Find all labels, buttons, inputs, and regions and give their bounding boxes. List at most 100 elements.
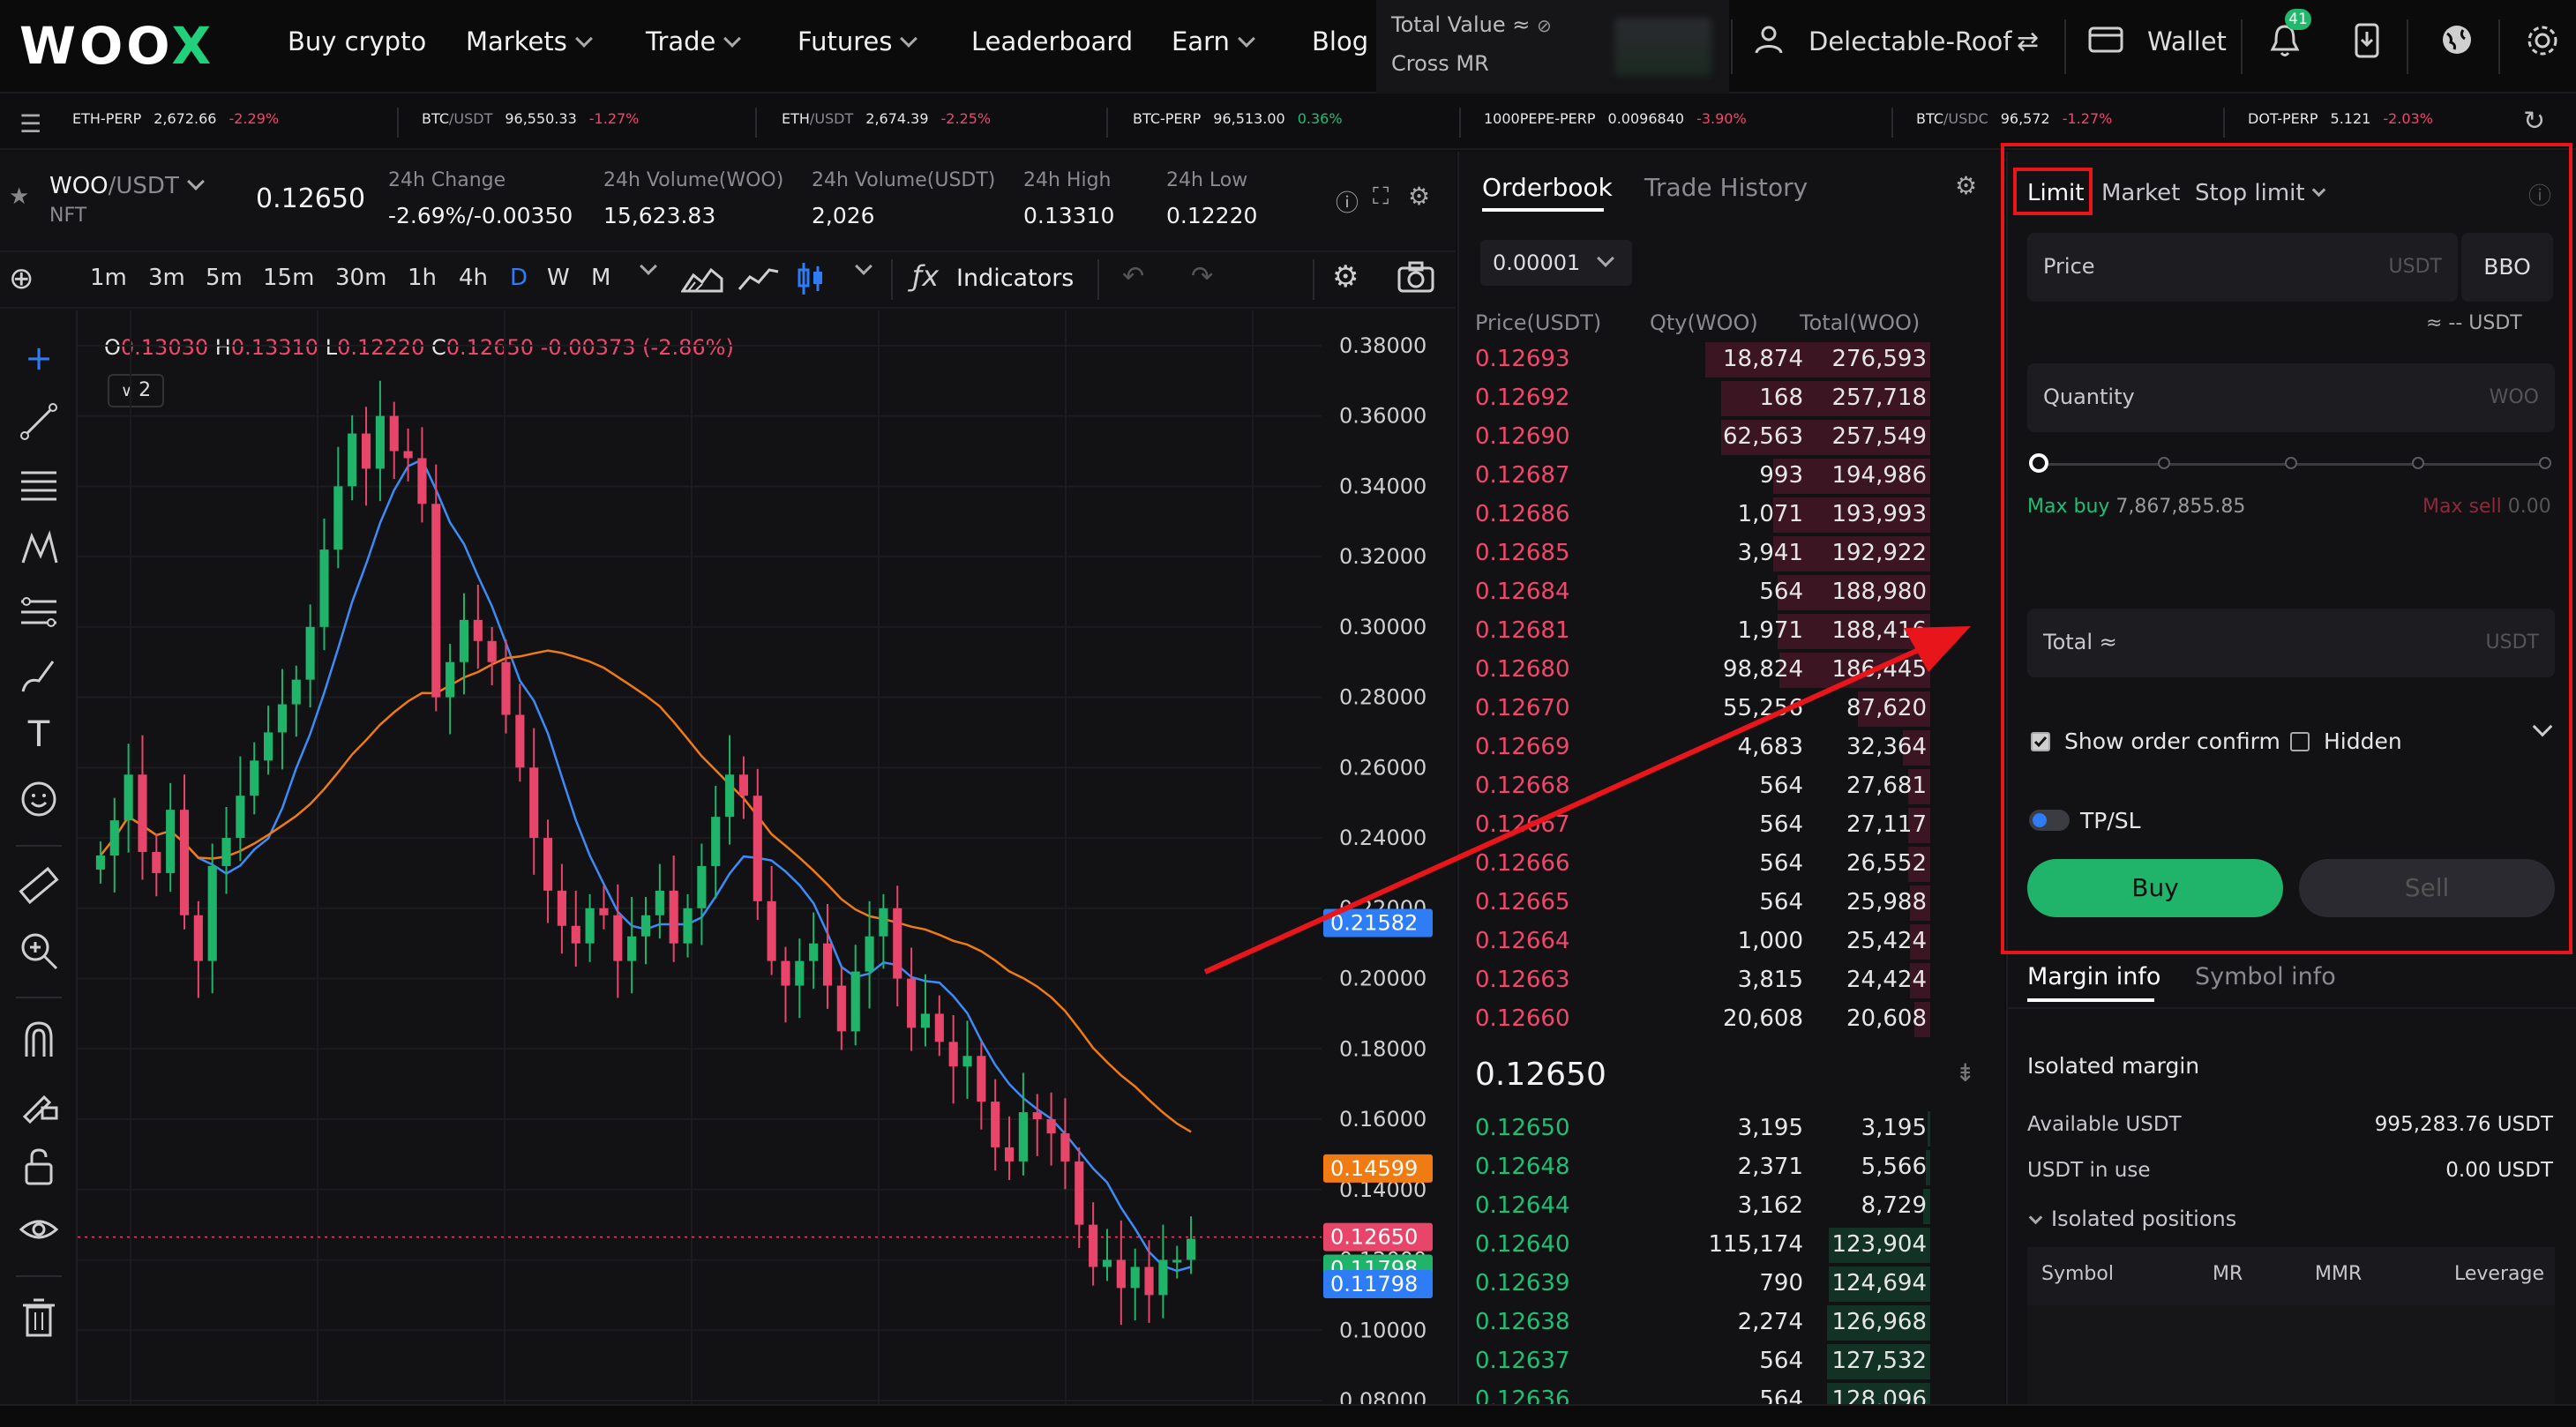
- brush-icon[interactable]: [16, 654, 62, 700]
- ask-row[interactable]: 0.12685 3,941 192,922: [1457, 534, 2004, 573]
- ask-row[interactable]: 0.12692 168 257,718: [1457, 379, 2004, 418]
- timeframe-4h[interactable]: 4h: [459, 265, 489, 291]
- account-name[interactable]: Delectable-Roof: [1808, 26, 2012, 56]
- info-icon[interactable]: ⓘ: [1336, 191, 1359, 217]
- bid-row[interactable]: 0.12650 3,195 3,195: [1457, 1109, 2004, 1148]
- tab-trade-history[interactable]: Trade History: [1644, 173, 1808, 202]
- ask-row[interactable]: 0.12668 564 27,681: [1457, 767, 2004, 806]
- ask-row[interactable]: 0.12667 564 27,117: [1457, 806, 2004, 845]
- ticker-item[interactable]: DOT-PERP 5.121 -2.03%: [2248, 110, 2433, 127]
- slider-mark-75[interactable]: [2412, 457, 2424, 469]
- fullscreen-icon[interactable]: ⛶: [1373, 183, 1389, 210]
- pattern-icon[interactable]: [16, 527, 62, 573]
- show-confirm-checkbox[interactable]: [2031, 732, 2050, 751]
- slider-mark-50[interactable]: [2285, 457, 2297, 469]
- quantity-input[interactable]: Quantity WOO: [2027, 363, 2555, 432]
- bid-row[interactable]: 0.12644 3,162 8,729: [1457, 1187, 2004, 1226]
- lock-drawing-icon[interactable]: [16, 1081, 62, 1127]
- ticker-item[interactable]: BTC/USDC 96,572 -1.27%: [1916, 110, 2113, 127]
- nav-earn[interactable]: Earn: [1172, 26, 1255, 56]
- timeframe-1d[interactable]: D: [510, 265, 528, 291]
- ask-row[interactable]: 0.12686 1,071 193,993: [1457, 496, 2004, 534]
- function-icon[interactable]: ƒx: [912, 259, 940, 293]
- timeframe-1w[interactable]: W: [547, 265, 570, 291]
- tick-size-select[interactable]: 0.00001: [1480, 240, 1632, 286]
- ticker-filter-icon[interactable]: ☰: [19, 109, 42, 138]
- emoji-icon[interactable]: [16, 778, 62, 824]
- nav-blog[interactable]: Blog: [1312, 26, 1369, 56]
- nav-trade[interactable]: Trade: [646, 26, 742, 56]
- tab-market[interactable]: Market: [2101, 180, 2181, 206]
- wallet-link[interactable]: Wallet: [2147, 26, 2227, 56]
- undo-icon[interactable]: ↶: [1122, 261, 1145, 292]
- ask-row[interactable]: 0.12693 18,874 276,593: [1457, 340, 2004, 379]
- ticker-item[interactable]: ETH/USDT 2,674.39 -2.25%: [782, 110, 992, 127]
- timeframe-3m[interactable]: 3m: [148, 265, 185, 291]
- unlock-icon[interactable]: [16, 1145, 62, 1191]
- ask-row[interactable]: 0.12663 3,815 24,424: [1457, 961, 2004, 1000]
- trash-icon[interactable]: [16, 1296, 62, 1342]
- orderbook-settings-icon[interactable]: ⚙: [1955, 171, 1978, 200]
- candlestick-icon[interactable]: [796, 261, 826, 300]
- eye-icon[interactable]: [16, 1208, 62, 1254]
- ask-row[interactable]: 0.12687 993 194,986: [1457, 457, 2004, 496]
- ticker-item[interactable]: BTC-PERP 96,513.00 0.36%: [1133, 110, 1343, 127]
- refresh-icon[interactable]: ↻: [2523, 106, 2546, 137]
- collapse-icon[interactable]: ⇟: [1955, 1058, 1976, 1087]
- area-chart-icon[interactable]: [680, 263, 723, 298]
- fib-icon[interactable]: [16, 591, 62, 637]
- ask-row[interactable]: 0.12684 564 188,980: [1457, 573, 2004, 612]
- user-icon[interactable]: [1752, 23, 1786, 64]
- bid-row[interactable]: 0.12638 2,274 126,968: [1457, 1304, 2004, 1342]
- tab-margin-info[interactable]: Margin info: [2027, 963, 2161, 990]
- tab-symbol-info[interactable]: Symbol info: [2195, 963, 2336, 990]
- zoom-in-icon[interactable]: [16, 930, 62, 975]
- buy-button[interactable]: Buy: [2027, 859, 2283, 917]
- bbo-button[interactable]: BBO: [2461, 233, 2553, 302]
- hidden-checkbox[interactable]: [2290, 732, 2310, 751]
- ticker-item[interactable]: ETH-PERP 2,672.66 -2.29%: [72, 110, 280, 127]
- wallet-icon[interactable]: [2087, 23, 2124, 63]
- bid-row[interactable]: 0.12648 2,371 5,566: [1457, 1148, 2004, 1187]
- magnet-icon[interactable]: [16, 1018, 62, 1064]
- ticker-item[interactable]: BTC/USDT 96,550.33 -1.27%: [422, 110, 640, 127]
- add-icon[interactable]: ⊕: [9, 261, 34, 296]
- ticker-item[interactable]: 1000PEPE-PERP 0.0096840 -3.90%: [1484, 110, 1747, 127]
- timeframe-30m[interactable]: 30m: [335, 265, 387, 291]
- ruler-icon[interactable]: [16, 864, 62, 910]
- chart-type-more[interactable]: [847, 258, 872, 281]
- nav-futures[interactable]: Futures: [798, 26, 918, 56]
- woox-logo[interactable]: WOOX: [19, 16, 215, 76]
- horizontal-lines-icon[interactable]: [16, 464, 62, 510]
- switch-account-icon[interactable]: ⇄: [2017, 26, 2040, 57]
- timeframe-more[interactable]: [632, 258, 657, 281]
- symbol-selector[interactable]: WOO/USDT: [49, 173, 205, 199]
- slider-mark-100[interactable]: [2539, 457, 2551, 469]
- isolated-positions-toggle[interactable]: Isolated positions: [2027, 1207, 2236, 1231]
- ask-row[interactable]: 0.12666 564 26,552: [1457, 845, 2004, 884]
- ask-row[interactable]: 0.12664 1,000 25,424: [1457, 923, 2004, 961]
- candlestick-chart[interactable]: 0.38000 0.36000 0.34000 0.32000 0.30000 0.280…: [78, 310, 1456, 1404]
- tab-stop-limit[interactable]: Stop limit: [2195, 180, 2325, 206]
- line-chart-icon[interactable]: [738, 263, 780, 298]
- tab-orderbook[interactable]: Orderbook: [1482, 173, 1613, 202]
- chart-settings-icon[interactable]: ⚙: [1408, 182, 1431, 211]
- price-input[interactable]: Price USDT: [2027, 233, 2458, 302]
- info-icon[interactable]: ⓘ: [2528, 183, 2552, 210]
- eye-off-icon[interactable]: ⊘: [1536, 15, 1552, 36]
- nav-leaderboard[interactable]: Leaderboard: [971, 26, 1134, 56]
- redo-icon[interactable]: ↷: [1191, 261, 1214, 292]
- timeframe-1m[interactable]: 1m: [90, 265, 127, 291]
- sell-button[interactable]: Sell: [2299, 859, 2555, 917]
- total-input[interactable]: Total ≈ USDT: [2027, 609, 2555, 677]
- download-app-icon[interactable]: [2354, 23, 2380, 66]
- timeframe-1h[interactable]: 1h: [408, 265, 438, 291]
- indicators-button[interactable]: Indicators: [956, 265, 1075, 292]
- ask-row[interactable]: 0.12660 20,608 20,608: [1457, 1000, 2004, 1039]
- ask-row[interactable]: 0.12681 1,971 188,416: [1457, 612, 2004, 651]
- settings-gear-icon[interactable]: [2525, 23, 2560, 66]
- chart-gear-icon[interactable]: ⚙: [1332, 259, 1359, 295]
- nav-buy-crypto[interactable]: Buy crypto: [288, 26, 427, 56]
- indicator-count-toggle[interactable]: ∨ 2: [108, 374, 164, 407]
- ask-row[interactable]: 0.12665 564 25,988: [1457, 884, 2004, 923]
